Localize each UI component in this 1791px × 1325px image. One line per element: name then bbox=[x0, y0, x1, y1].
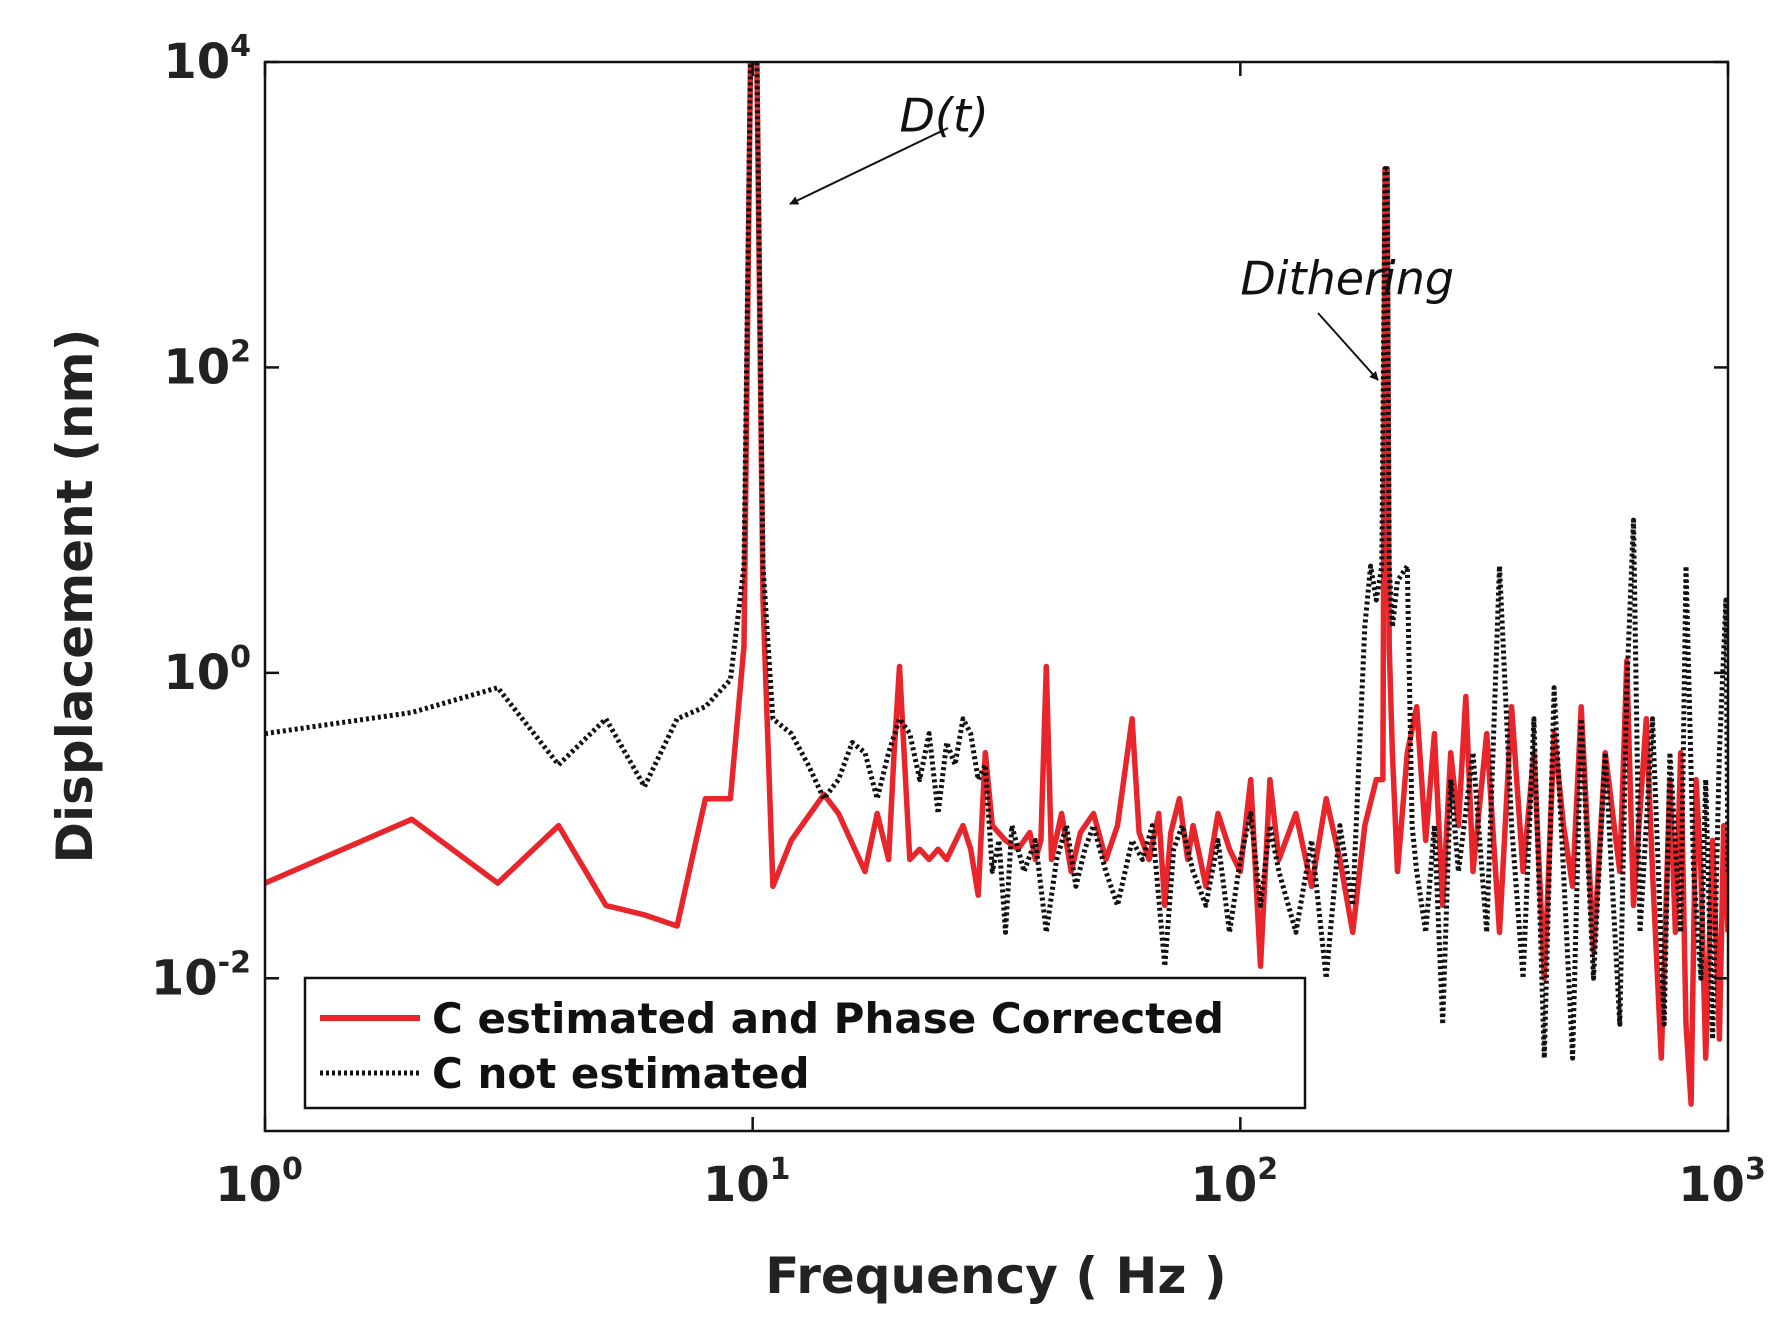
x-tick-label: 103 bbox=[1678, 1152, 1766, 1213]
x-tick-label: 100 bbox=[215, 1152, 303, 1213]
plot-frame bbox=[263, 60, 1730, 1133]
y-axis-title: Displacement (nm) bbox=[46, 329, 104, 864]
x-axis-title: Frequency ( Hz ) bbox=[765, 1247, 1227, 1305]
annotation-arrow-dithering bbox=[1317, 312, 1379, 381]
y-tick-label: 102 bbox=[163, 334, 251, 395]
legend-box bbox=[303, 976, 1307, 1110]
series-line-estimated bbox=[265, 62, 1728, 1107]
annotation-dithering: Dithering bbox=[1240, 252, 1454, 306]
x-tick-label: 102 bbox=[1190, 1152, 1278, 1213]
y-tick-label: 100 bbox=[163, 640, 251, 701]
series-layer bbox=[265, 62, 1728, 1107]
plot-background bbox=[265, 62, 1728, 1131]
y-tick-label: 10-2 bbox=[151, 945, 251, 1006]
legend: C estimated and Phase Corrected C not es… bbox=[303, 976, 1307, 1110]
series-line-not-estimated bbox=[265, 62, 1728, 1061]
legend-label-estimated: C estimated and Phase Corrected bbox=[432, 994, 1224, 1043]
tick-layer: 100 101 102 103 10-2 100 102 104 bbox=[151, 29, 1766, 1213]
y-tick-label: 104 bbox=[163, 29, 251, 90]
annotation-arrow-dt bbox=[789, 127, 949, 205]
x-tick-label: 101 bbox=[703, 1152, 791, 1213]
annotation-layer: D(t) Dithering bbox=[789, 89, 1454, 381]
legend-label-not-estimated: C not estimated bbox=[432, 1049, 810, 1098]
annotation-dt: D(t) bbox=[899, 89, 988, 143]
